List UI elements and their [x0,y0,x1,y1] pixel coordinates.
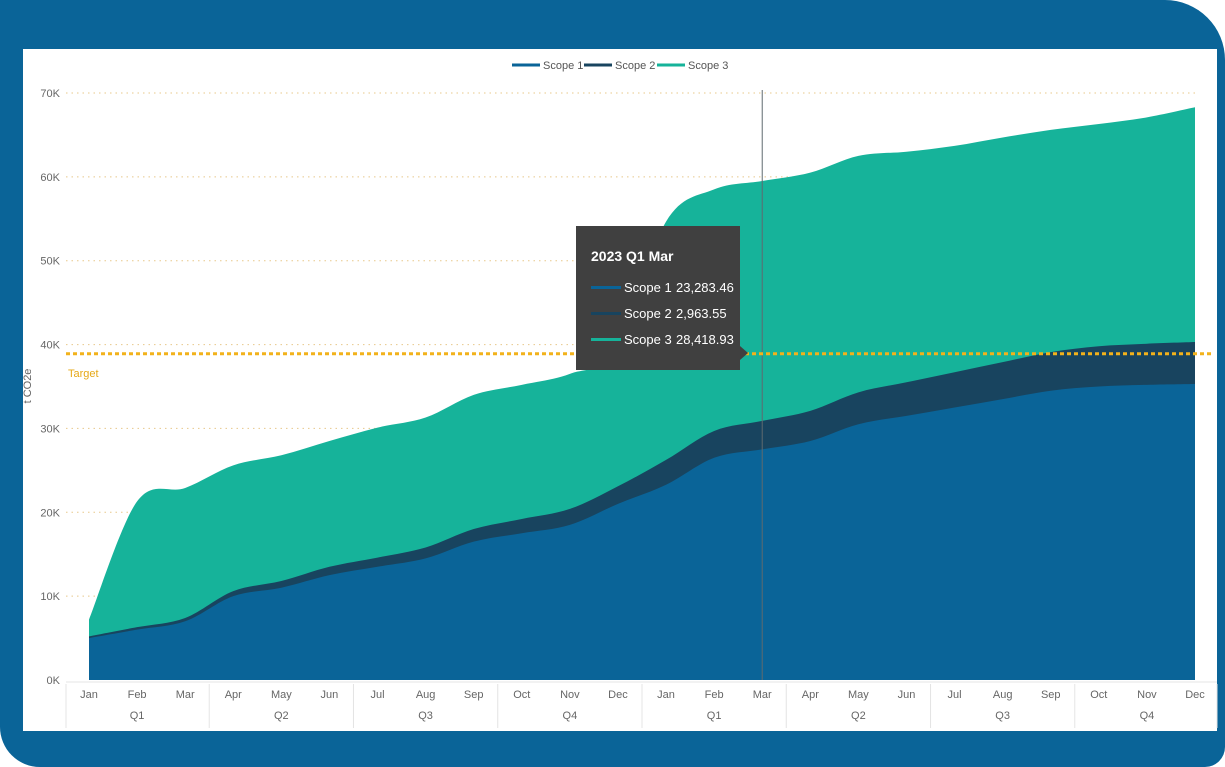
area-layer [89,107,1195,680]
x-tick-label: Jan [657,689,675,701]
y-tick-label: 10K [40,591,60,603]
axis-layer: 0K 10K 20K 30K 40K 50K 60K 70K Jan Feb Mar Apr May Ju… [40,88,1218,728]
y-tick-label: 50K [40,256,60,268]
quarter-label: Q2 [851,710,866,722]
x-tick-label: Feb [705,689,724,701]
x-tick-label: Oct [1090,689,1107,701]
x-tick-label: Apr [225,689,242,701]
tooltip: 2023 Q1 Mar Scope 1 23,283.46 Scope 2 2,… [576,226,748,370]
y-tick-label: 20K [40,507,60,519]
scope1-area [89,383,1195,680]
legend-label: Scope 2 [615,60,655,72]
tooltip-series-name: Scope 1 [624,279,672,295]
tooltip-series-value: 28,418.93 [676,331,734,347]
tooltip-row-scope2: Scope 2 2,963.55 [591,300,740,326]
tooltip-series-value: 23,283.46 [676,279,734,295]
y-tick-label: 30K [40,423,60,435]
quarter-label: Q4 [1140,710,1155,722]
y-axis-title: t CO2e [22,369,34,404]
x-tick-label: Feb [128,689,147,701]
x-tick-label: Aug [993,689,1013,701]
legend-label: Scope 3 [688,60,728,72]
x-tick-label: Jan [80,689,98,701]
tooltip-series-name: Scope 2 [624,305,672,321]
x-tick-label: Aug [416,689,436,701]
x-tick-label: Nov [560,689,580,701]
x-tick-label: May [848,689,869,701]
quarter-label: Q2 [274,710,289,722]
y-tick-label: 60K [40,172,60,184]
legend-item[interactable]: Scope 1 [512,60,583,72]
quarter-label: Q1 [130,710,145,722]
quarter-label: Q3 [995,710,1010,722]
scope3-swatch [591,337,621,341]
legend[interactable]: Scope 1 Scope 2 Scope 3 [512,60,728,72]
tooltip-row-scope1: Scope 1 23,283.46 [591,274,740,300]
x-tick-label: May [271,689,292,701]
quarter-label: Q3 [418,710,433,722]
x-tick-label: Jun [898,689,916,701]
quarter-label: Q4 [563,710,578,722]
legend-item[interactable]: Scope 2 [584,60,655,72]
scope1-swatch [591,285,621,289]
x-tick-label: Nov [1137,689,1157,701]
x-tick-label: Sep [1041,689,1061,701]
tooltip-title: 2023 Q1 Mar [591,248,674,264]
scope2-swatch [591,311,621,315]
tooltip-series-value: 2,963.55 [676,305,727,321]
legend-label: Scope 1 [543,60,583,72]
x-tick-label: Dec [1185,689,1205,701]
x-tick-label: Jul [370,689,384,701]
y-tick-label: 0K [47,675,61,687]
y-tick-label: 40K [40,340,60,352]
x-tick-label: Dec [608,689,628,701]
x-tick-label: Apr [802,689,819,701]
reference-layer: Target [66,90,1212,680]
tooltip-series-name: Scope 3 [624,331,672,347]
target-label: Target [68,368,99,380]
x-tick-label: Mar [753,689,772,701]
x-tick-label: Jun [321,689,339,701]
quarter-label: Q1 [707,710,722,722]
x-tick-label: Mar [176,689,195,701]
x-tick-label: Sep [464,689,484,701]
tooltip-row-scope3: Scope 3 28,418.93 [591,326,740,352]
legend-item[interactable]: Scope 3 [657,60,728,72]
x-tick-label: Jul [948,689,962,701]
tooltip-pointer [740,346,748,360]
y-tick-label: 70K [40,88,60,100]
x-tick-label: Oct [513,689,530,701]
